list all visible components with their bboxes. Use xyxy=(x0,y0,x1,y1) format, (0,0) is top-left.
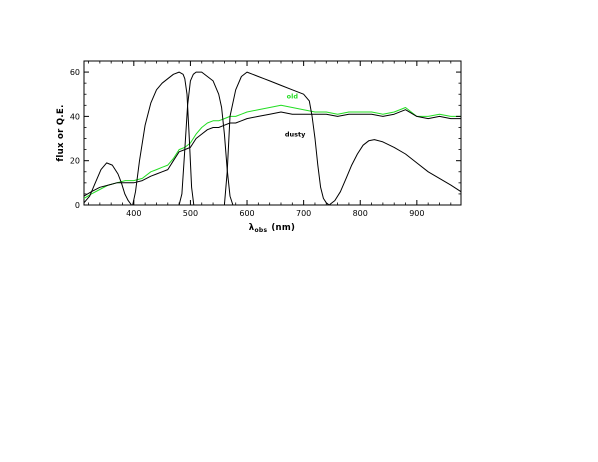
series-line-curve-3 xyxy=(132,71,195,206)
x-axis-label-symbol: λ xyxy=(249,223,255,233)
x-axis: 400 500 600 700 800 900 xyxy=(88,61,452,218)
series-line-curve-5 xyxy=(223,71,330,206)
annotations: old dusty xyxy=(285,93,306,139)
y-axis-label: flux or Q.E. xyxy=(56,104,66,161)
y-tick-label: 0 xyxy=(75,201,80,210)
x-axis-label-subscript: obs xyxy=(254,227,267,234)
x-tick-label: 500 xyxy=(183,209,198,218)
y-tick-label: 60 xyxy=(70,68,80,77)
x-tick-label: 800 xyxy=(353,209,368,218)
annotation-dusty: dusty xyxy=(285,130,306,138)
series-line-curve-2 xyxy=(83,162,132,206)
x-tick-label: 700 xyxy=(296,209,311,218)
y-axis: 0 20 40 60 xyxy=(70,68,461,210)
series-line-curve-6 xyxy=(328,139,462,206)
x-tick-label: 400 xyxy=(126,209,141,218)
series-line-curve-4 xyxy=(178,71,234,206)
plot-frame xyxy=(83,60,462,206)
y-tick-label: 40 xyxy=(70,112,80,121)
y-tick-label: 20 xyxy=(70,157,80,166)
x-axis-label-units: (nm) xyxy=(271,223,295,233)
annotation-old: old xyxy=(287,93,299,101)
x-tick-label: 900 xyxy=(409,209,424,218)
series-layer xyxy=(83,71,462,206)
x-axis-label: λobs (nm) xyxy=(249,223,295,234)
x-tick-label: 600 xyxy=(239,209,254,218)
